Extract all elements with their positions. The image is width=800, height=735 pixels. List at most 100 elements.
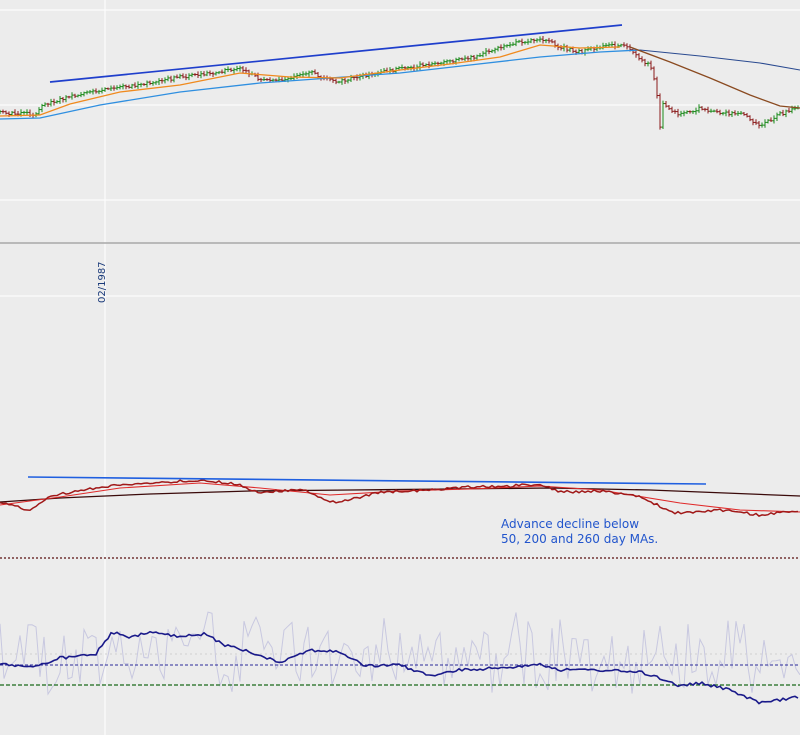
price-bar — [274, 78, 278, 82]
price-bar — [43, 102, 47, 107]
price-bar — [745, 112, 749, 118]
price-bar — [76, 94, 80, 98]
price-bar — [775, 112, 779, 121]
price-bar — [460, 57, 464, 61]
price-bar — [463, 55, 467, 61]
price-bar — [511, 42, 515, 46]
price-bar — [673, 109, 677, 114]
price-bar — [187, 73, 191, 81]
price-bar — [712, 109, 716, 113]
price-bar — [610, 41, 614, 47]
price-bar — [295, 72, 299, 79]
price-bar — [40, 103, 44, 113]
price-bar — [64, 95, 68, 103]
price-bar — [268, 77, 272, 83]
price-bar — [127, 84, 131, 89]
price-bar — [733, 110, 737, 116]
price-bar — [307, 70, 311, 77]
price-bar — [58, 96, 62, 104]
price-bar — [643, 58, 647, 67]
price-bar — [4, 110, 8, 115]
price-bar — [37, 107, 41, 115]
price-bar — [310, 70, 314, 76]
price-trend-line — [49, 24, 623, 83]
price-bar — [298, 72, 302, 77]
price-bar — [25, 109, 29, 116]
price-bar — [538, 36, 542, 43]
price-bar — [121, 83, 125, 90]
price-bar — [304, 71, 308, 76]
price-bar — [679, 110, 683, 117]
price-bar — [520, 38, 524, 46]
price-bar — [619, 43, 623, 48]
price-bar — [265, 78, 269, 81]
price-bar — [787, 107, 791, 114]
price-bar — [547, 37, 551, 44]
ad-trend-line — [27, 476, 707, 485]
price-bar — [517, 39, 521, 43]
price-bar — [514, 38, 518, 47]
price-bar — [739, 111, 743, 115]
price-bar — [676, 108, 680, 118]
price-bar — [226, 66, 230, 73]
price-bar — [271, 78, 275, 82]
price-bar — [244, 67, 248, 74]
price-bar — [703, 107, 707, 112]
price-bar — [337, 80, 341, 84]
price-bar — [67, 95, 71, 99]
price-bar — [631, 48, 635, 55]
price-bar — [784, 109, 788, 118]
price-bar — [661, 100, 665, 129]
price-bar — [748, 115, 752, 122]
price-bar — [313, 69, 317, 75]
oscillator-panel — [0, 611, 800, 705]
price-bar — [49, 98, 53, 107]
price-bar — [208, 70, 212, 76]
price-bar — [766, 119, 770, 124]
price-bar — [466, 55, 470, 61]
price-bar — [505, 44, 509, 48]
price-bar — [607, 42, 611, 48]
price-bar — [106, 87, 110, 90]
price-bar — [700, 106, 704, 111]
price-bar — [400, 64, 404, 69]
price-bar — [214, 71, 218, 76]
price-bar — [136, 81, 140, 89]
price-bar — [130, 83, 134, 89]
price-bar — [193, 73, 197, 77]
price-bar — [70, 92, 74, 100]
price-bar — [535, 38, 539, 43]
price-bar — [769, 117, 773, 123]
price-bar — [160, 78, 164, 84]
price-bar — [721, 111, 725, 116]
price-bar — [202, 71, 206, 77]
price-bar — [52, 98, 56, 106]
price-bar — [79, 91, 83, 98]
price-bar — [157, 78, 161, 86]
price-bar — [781, 109, 785, 117]
price-bar — [91, 88, 95, 95]
price-bar — [694, 107, 698, 115]
price-bar — [448, 59, 452, 64]
ad-long-ma-line — [0, 487, 800, 503]
price-bar — [205, 70, 209, 77]
price-bar — [496, 45, 500, 52]
price-bar — [259, 77, 263, 83]
advance-decline-panel — [0, 476, 800, 559]
price-bar — [343, 76, 347, 84]
price-bar — [181, 73, 185, 79]
price-bar — [94, 88, 98, 94]
price-bar — [46, 102, 50, 108]
ad-line — [0, 479, 799, 517]
price-bar — [346, 78, 350, 84]
price-bar — [103, 87, 107, 92]
price-bar — [532, 38, 536, 44]
price-bar — [508, 42, 512, 48]
price-post-crash-ma-line — [629, 46, 800, 109]
price-bar — [13, 109, 17, 117]
price-bar — [100, 87, 104, 94]
price-bar — [523, 41, 527, 45]
price-bar — [670, 106, 674, 113]
price-panel — [0, 24, 800, 130]
